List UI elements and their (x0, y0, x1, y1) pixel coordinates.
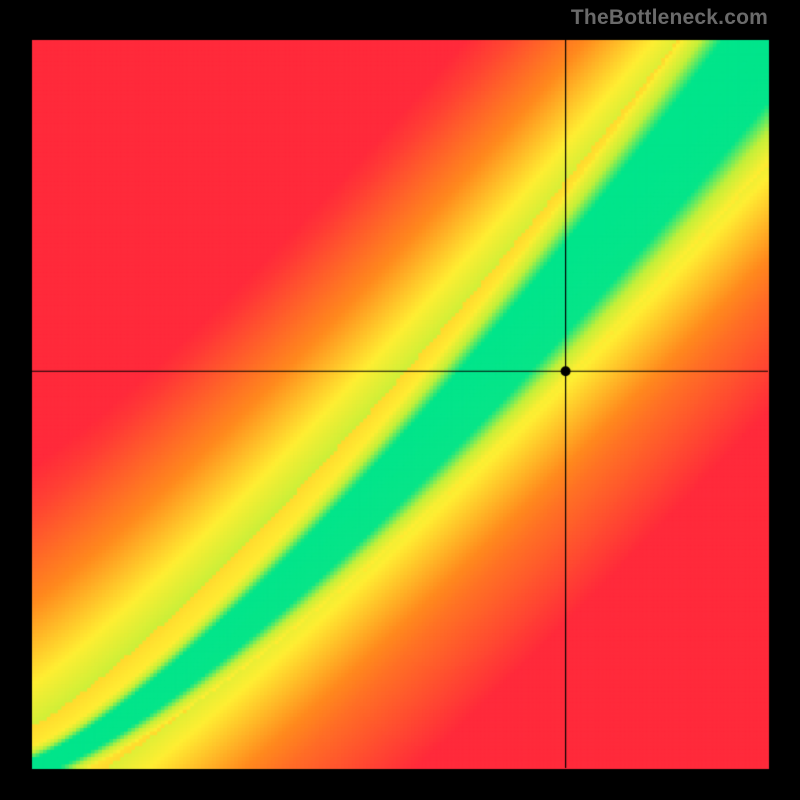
attribution-text: TheBottleneck.com (571, 6, 768, 30)
bottleneck-heatmap (0, 0, 800, 800)
chart-container: TheBottleneck.com (0, 0, 800, 800)
